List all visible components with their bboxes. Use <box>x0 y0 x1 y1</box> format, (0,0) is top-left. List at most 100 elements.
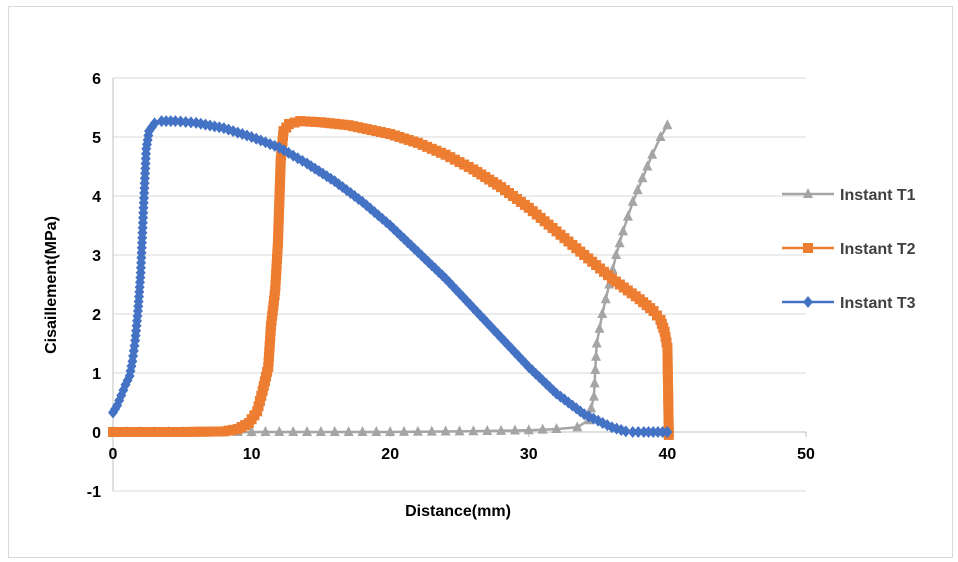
series-marker <box>572 421 583 432</box>
x-axis-title: Distance(mm) <box>405 503 511 520</box>
series-marker <box>263 351 274 362</box>
series-marker <box>208 426 219 437</box>
series-marker <box>440 425 451 436</box>
series-marker <box>385 426 396 436</box>
series-marker <box>263 356 274 367</box>
series-marker <box>269 290 280 301</box>
series-marker <box>590 364 601 375</box>
series-marker <box>265 325 276 336</box>
series-marker <box>122 374 133 387</box>
series-marker <box>187 426 198 437</box>
chart-frame: -1 0 1 2 3 4 5 6 0 10 20 30 40 50 Instant T1 Instant T… <box>8 6 953 558</box>
series-marker <box>284 119 295 130</box>
series-marker <box>271 269 282 280</box>
y-tick-label: 3 <box>92 248 101 265</box>
series-marker <box>622 210 633 221</box>
series-marker <box>274 426 285 436</box>
series-marker <box>482 425 493 436</box>
series-marker <box>412 425 423 436</box>
series-marker <box>267 310 278 321</box>
series-marker <box>264 336 275 347</box>
series-layer <box>108 115 674 440</box>
x-tick-label: 30 <box>520 446 538 463</box>
series-marker <box>254 396 265 407</box>
legend-layer: Instant T1 Instant T2 Instant T3 <box>782 187 916 312</box>
y-tick-label: 1 <box>92 366 101 383</box>
series-marker <box>266 320 277 331</box>
series-marker <box>537 423 548 434</box>
series-marker <box>426 425 437 436</box>
legend-item-instant-t2: Instant T2 <box>782 241 916 258</box>
series-marker <box>660 332 671 343</box>
series-marker <box>260 426 271 436</box>
series-marker <box>803 296 813 308</box>
series-marker <box>268 300 279 311</box>
series-marker <box>589 377 600 388</box>
series-marker <box>803 243 813 253</box>
y-tick-label: 5 <box>92 130 101 147</box>
series-marker <box>305 116 316 127</box>
series-marker <box>272 248 283 259</box>
x-tick-label: 20 <box>381 446 399 463</box>
series-marker <box>256 390 267 401</box>
series-marker <box>618 225 629 236</box>
series-marker <box>611 249 622 259</box>
series-marker <box>272 253 283 264</box>
series-marker <box>310 116 321 127</box>
series-marker <box>600 293 611 304</box>
series-marker <box>300 116 311 127</box>
series-marker <box>264 346 275 357</box>
series-marker <box>588 390 599 401</box>
series-marker <box>614 237 625 248</box>
series-marker <box>302 426 313 436</box>
series-marker <box>627 426 638 438</box>
x-tick-label: 0 <box>109 446 118 463</box>
series-marker <box>270 274 281 285</box>
series-marker <box>271 264 282 275</box>
series-marker <box>266 315 277 326</box>
series-marker <box>661 337 672 348</box>
y-axis-title: Cisaillement(MPa) <box>43 216 60 354</box>
series-marker <box>454 425 465 436</box>
series-marker <box>633 426 644 438</box>
series-marker <box>246 426 257 436</box>
series-marker <box>267 305 278 316</box>
series-marker <box>594 322 605 333</box>
series-marker <box>632 184 643 195</box>
x-tick-label: 50 <box>797 446 815 463</box>
series-marker <box>270 280 281 291</box>
series-marker <box>662 426 673 438</box>
legend-label: Instant T2 <box>840 241 916 258</box>
series-marker <box>253 401 264 412</box>
series-marker <box>195 117 206 130</box>
series-marker <box>295 116 306 127</box>
series-marker <box>803 188 813 198</box>
series-marker <box>192 426 203 437</box>
series-marker <box>509 424 520 435</box>
legend-label: Instant T3 <box>840 295 916 312</box>
series-marker <box>329 426 340 436</box>
series-marker <box>264 341 275 352</box>
series-marker <box>271 259 282 270</box>
legend-item-instant-t1: Instant T1 <box>782 187 916 204</box>
y-tick-label: 4 <box>92 189 101 206</box>
x-tick-label: 10 <box>243 446 261 463</box>
series-marker <box>399 425 410 436</box>
series-marker <box>288 426 299 436</box>
legend-label: Instant T1 <box>840 187 916 204</box>
series-marker <box>252 406 263 417</box>
series-marker <box>209 120 220 133</box>
series-marker <box>551 423 562 434</box>
series-marker <box>315 426 326 436</box>
series-marker <box>523 424 534 435</box>
series-marker <box>620 425 631 438</box>
y-tick-label: -1 <box>87 484 101 501</box>
series-marker <box>496 424 507 435</box>
y-tick-label: 2 <box>92 307 101 324</box>
series-marker <box>343 426 354 436</box>
series-marker <box>272 243 283 254</box>
series-marker <box>627 195 638 206</box>
series-marker <box>126 360 137 373</box>
series-marker <box>357 426 368 436</box>
